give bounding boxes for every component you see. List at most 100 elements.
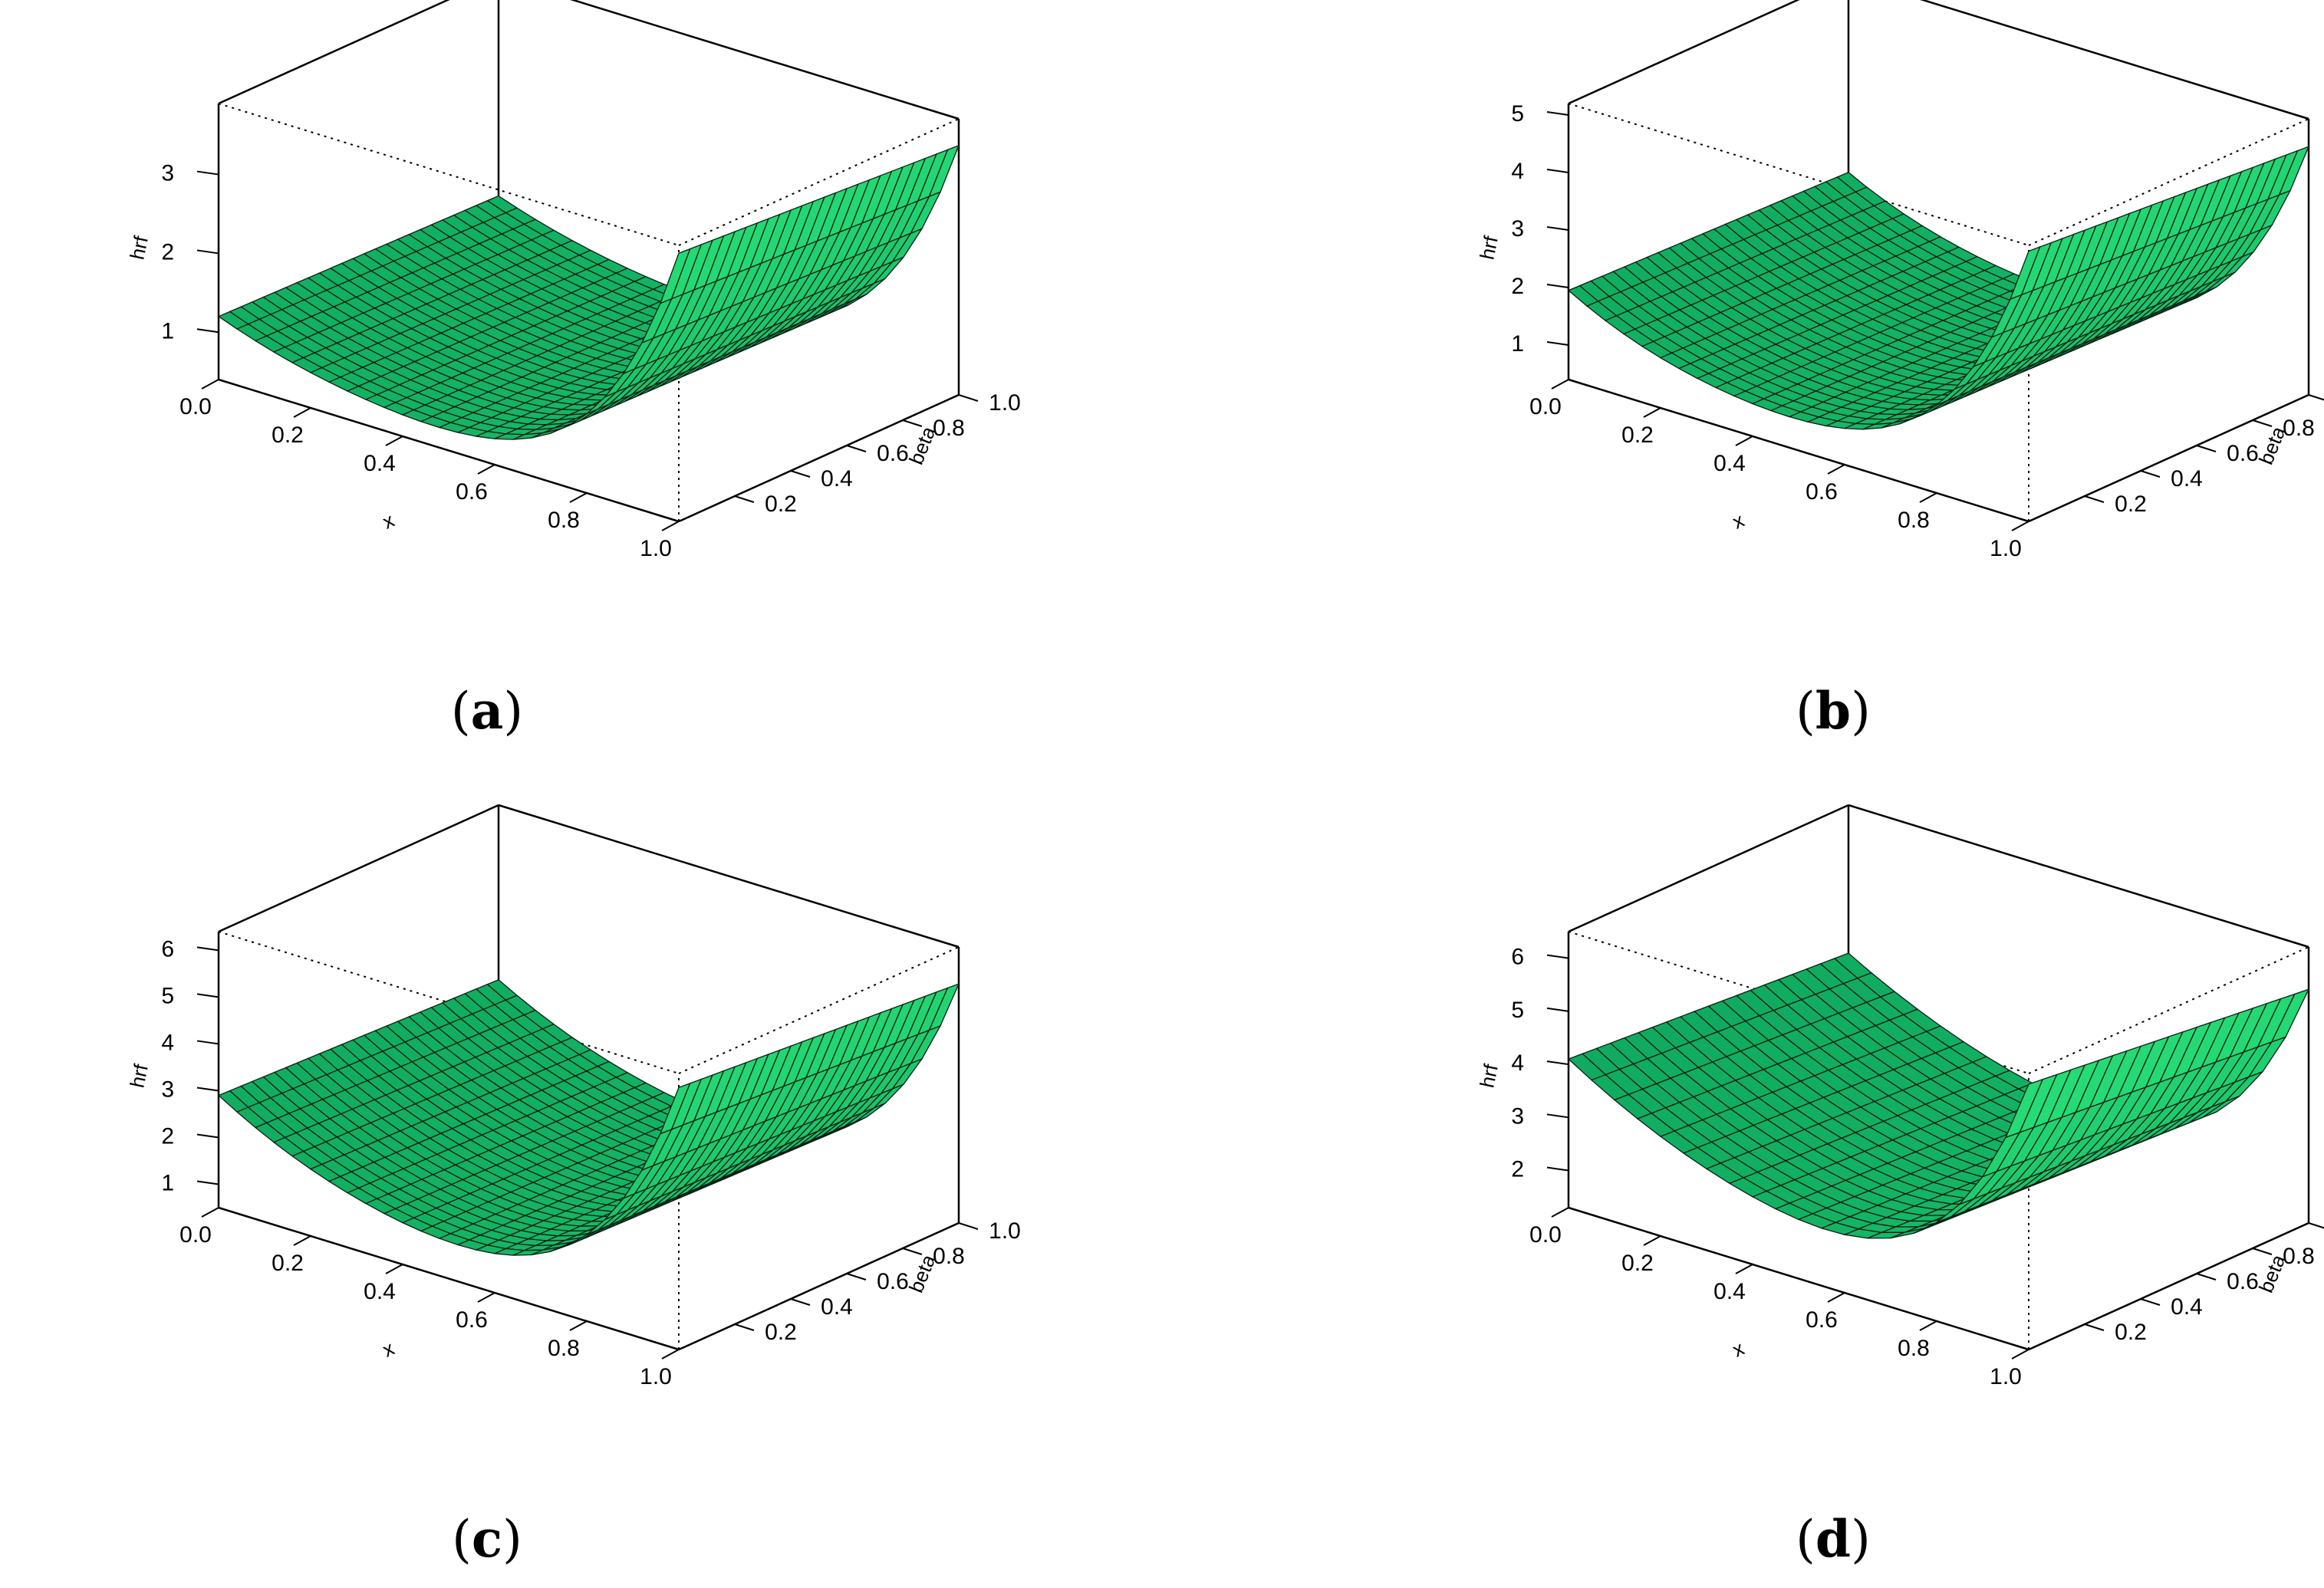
x-tick-label: 0.4 bbox=[1713, 1279, 1746, 1304]
box-edge bbox=[218, 378, 680, 523]
beta-tick-label: 1.0 bbox=[989, 390, 1021, 416]
z-tick bbox=[1546, 169, 1569, 173]
x-tick-label: 0.4 bbox=[364, 1279, 396, 1304]
beta-tick-label: 0.8 bbox=[2283, 416, 2315, 441]
z-tick-label: 2 bbox=[161, 239, 174, 265]
x-tick-label: 0.8 bbox=[548, 508, 580, 533]
z-tick bbox=[1546, 341, 1569, 346]
z-tick bbox=[196, 1180, 219, 1185]
x-tick-label: 0.8 bbox=[1898, 1336, 1930, 1361]
beta-tick bbox=[2196, 1273, 2217, 1281]
beta-tick-label: 0.4 bbox=[821, 1294, 853, 1320]
x-axis-label: x bbox=[1729, 1336, 1747, 1362]
box-edge bbox=[218, 0, 450, 105]
x-tick bbox=[569, 492, 588, 503]
x-tick bbox=[293, 1235, 311, 1246]
z-tick-label: 1 bbox=[161, 1170, 174, 1195]
box-edge bbox=[218, 804, 499, 933]
z-tick-label: 4 bbox=[161, 1030, 174, 1055]
surface-facet bbox=[2004, 1078, 2044, 1139]
x-tick-label: 0.8 bbox=[548, 1336, 580, 1361]
x-tick bbox=[2011, 1349, 2029, 1359]
surface-plot-b: 12345hrf0.00.20.40.60.81.0x0.20.40.60.81… bbox=[1475, 0, 2324, 561]
box-edge bbox=[1568, 804, 1849, 933]
x-tick-label: 1.0 bbox=[640, 1364, 672, 1389]
z-tick-label: 3 bbox=[161, 161, 174, 186]
x-tick bbox=[293, 407, 311, 418]
z-axis-label: hrf bbox=[1475, 1061, 1503, 1090]
box-edge-dotted bbox=[218, 103, 680, 246]
x-axis-label: x bbox=[379, 508, 397, 534]
box-edge bbox=[1568, 0, 1800, 105]
caption-c: (c) bbox=[452, 1509, 522, 1569]
caption-b: (b) bbox=[1796, 681, 1871, 741]
z-tick bbox=[1546, 1007, 1569, 1012]
beta-tick-label: 0.6 bbox=[877, 1269, 909, 1294]
x-tick bbox=[385, 1264, 403, 1274]
beta-tick bbox=[790, 1298, 811, 1306]
surface-plot-c: 1 2 3 4 5 6 hrf 0.0 0.2 0.4 0.6 0.8 1.0 x 0.2 0.4 0.6 0.8… bbox=[125, 804, 1021, 1389]
beta-tick-label: 0.4 bbox=[821, 466, 853, 492]
beta-tick-label: 0.2 bbox=[765, 492, 797, 517]
box-edge-dotted bbox=[678, 946, 960, 1074]
box-edge bbox=[678, 1221, 960, 1351]
x-tick-label: 1.0 bbox=[1990, 1364, 2022, 1389]
z-tick-label: 3 bbox=[161, 1077, 174, 1102]
beta-tick bbox=[734, 1323, 755, 1331]
beta-tick bbox=[2252, 1248, 2273, 1255]
caption-a: (a) bbox=[450, 681, 524, 741]
z-axis-label: hrf bbox=[125, 1061, 153, 1090]
z-tick bbox=[196, 946, 219, 952]
x-tick bbox=[477, 464, 495, 475]
beta-tick bbox=[958, 1222, 979, 1230]
beta-tick-label: 0.8 bbox=[933, 1244, 965, 1269]
x-axis-label: x bbox=[1729, 508, 1747, 534]
beta-tick bbox=[790, 470, 811, 478]
surface-facet bbox=[2009, 245, 2041, 301]
x-tick bbox=[1643, 1235, 1661, 1246]
beta-tick bbox=[2252, 419, 2273, 427]
beta-tick-label: 0.6 bbox=[877, 441, 909, 466]
x-tick bbox=[661, 521, 680, 531]
x-tick-label: 0.2 bbox=[1621, 1251, 1654, 1276]
x-tick bbox=[661, 1349, 680, 1359]
box-edge bbox=[1848, 804, 2309, 949]
x-tick-label: 0.6 bbox=[1806, 479, 1838, 505]
x-tick bbox=[201, 379, 219, 390]
z-tick bbox=[1546, 111, 1569, 116]
z-tick bbox=[1546, 954, 1569, 959]
x-tick-label: 0.6 bbox=[456, 1307, 488, 1333]
beta-tick-label: 0.2 bbox=[2115, 492, 2147, 517]
beta-tick bbox=[2084, 495, 2105, 503]
x-tick-label: 0.6 bbox=[456, 479, 488, 505]
beta-tick bbox=[846, 1273, 867, 1281]
x-tick-label: 0.0 bbox=[179, 394, 212, 419]
x-tick bbox=[1827, 464, 1845, 475]
beta-tick bbox=[734, 495, 755, 503]
z-tick-label: 6 bbox=[161, 936, 174, 962]
x-tick bbox=[385, 436, 403, 446]
box-edge bbox=[1568, 1206, 2029, 1351]
x-tick bbox=[1919, 1320, 1937, 1331]
x-tick-label: 1.0 bbox=[640, 536, 672, 561]
z-axis-label: hrf bbox=[125, 233, 153, 261]
box-edge bbox=[218, 1206, 680, 1351]
surface-facet bbox=[659, 248, 691, 304]
beta-tick-label: 1.0 bbox=[989, 1218, 1021, 1244]
beta-tick-label: 0.2 bbox=[2115, 1320, 2147, 1345]
beta-tick-label: 0.2 bbox=[765, 1320, 797, 1345]
surface-plot-a: 1 2 3 hrf 0.0 0.2 0.4 0.6 0.8 1.0 x 0.2 0.4 0.6 0.8 1.0… bbox=[125, 0, 1021, 561]
z-tick-label: 4 bbox=[1511, 1050, 1524, 1076]
z-tick-label: 4 bbox=[1511, 159, 1524, 184]
x-tick bbox=[1827, 1292, 1845, 1303]
beta-tick bbox=[2308, 394, 2324, 401]
z-tick bbox=[1546, 226, 1569, 231]
z-tick bbox=[1546, 1166, 1569, 1172]
beta-tick bbox=[902, 1248, 923, 1255]
z-tick bbox=[196, 249, 219, 255]
x-tick-label: 0.6 bbox=[1806, 1307, 1838, 1333]
z-tick-label: 5 bbox=[161, 983, 174, 1008]
x-tick-label: 0.8 bbox=[1898, 508, 1930, 533]
caption-d: (d) bbox=[1796, 1509, 1871, 1569]
